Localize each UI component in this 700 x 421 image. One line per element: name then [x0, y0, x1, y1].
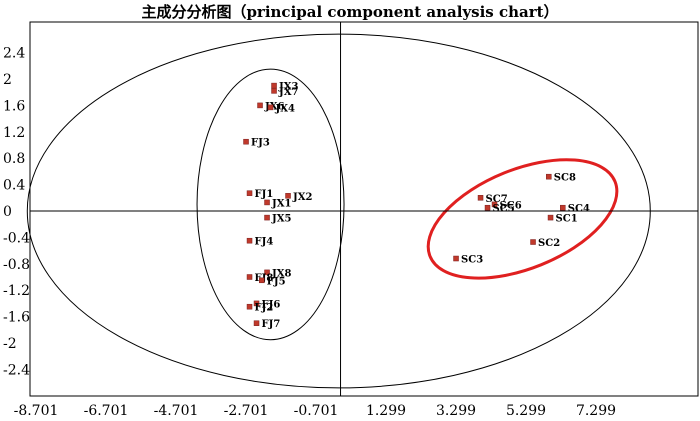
point-label-sc8: SC8: [554, 173, 576, 184]
data-point-fj3: [243, 138, 249, 145]
chart-title: 主成分分析图（principal component analysis char…: [141, 3, 558, 21]
data-point-fj4: [246, 237, 253, 244]
point-label-fj2: FJ2: [255, 303, 274, 314]
axis-layer: [30, 22, 698, 396]
data-point-sc1: [547, 214, 554, 221]
point-layer: JX3JX7JX6JX4FJ3FJ1JX2JX1JX5FJ4JX8FJ8FJ5F…: [243, 82, 590, 330]
data-point-fj6: [253, 300, 260, 307]
point-label-sc4: SC4: [568, 204, 590, 215]
x-tick-label: -6.701: [84, 403, 129, 419]
point-label-sc1: SC1: [556, 214, 578, 225]
x-tick-label: 1.299: [366, 403, 406, 419]
point-label-jx6: JX6: [264, 101, 284, 112]
data-point-jx2: [285, 193, 291, 199]
y-tick-label: -2.4: [3, 362, 30, 378]
data-point-sc2: [530, 239, 536, 245]
y-tick-label: -1.2: [3, 283, 30, 299]
point-label-fj5: FJ5: [267, 276, 286, 287]
data-point-sc4: [560, 204, 566, 211]
point-label-fj6: FJ6: [262, 299, 281, 310]
plot-frame: [29, 21, 699, 397]
x-tick-label: 5.299: [506, 403, 546, 419]
data-point-fj2: [246, 303, 253, 310]
data-point-fj1: [246, 190, 253, 196]
data-point-jx5: [264, 214, 270, 221]
point-label-fj7: FJ7: [262, 319, 281, 330]
y-tick-layer: 2.4 2 1.6 1.2 0.8 0.4 0 -0.4 -0.8 -1.2 -1.6 -2 -2.4: [3, 46, 30, 379]
x-tick-label: -0.701: [294, 403, 339, 419]
data-point-sc5: [484, 204, 491, 211]
y-tick-label: -0.4: [3, 230, 30, 246]
point-label-jx2: JX2: [292, 192, 312, 203]
y-tick-label: -1.6: [3, 310, 30, 326]
data-point-jx3: [271, 82, 277, 89]
point-label-sc3: SC3: [461, 255, 483, 266]
x-tick-label: 7.299: [576, 403, 616, 419]
y-tick-label: 0.4: [3, 178, 25, 194]
point-label-jx4: JX4: [275, 103, 295, 114]
x-tick-label: 3.299: [436, 403, 476, 419]
point-label-jx5: JX5: [271, 214, 291, 225]
point-label-sc6: SC6: [500, 200, 522, 211]
y-tick-label: -2: [3, 336, 17, 352]
y-tick-label: 0: [3, 204, 12, 220]
data-point-jx6: [257, 102, 263, 109]
y-tick-label: 1.6: [3, 98, 25, 114]
x-tick-layer: -8.701 -6.701 -4.701 -2.701 -0.701 1.299 3.299…: [14, 403, 616, 419]
data-point-sc6: [491, 201, 498, 208]
y-tick-label: 2.4: [3, 46, 25, 62]
point-label-jx7: JX7: [278, 87, 298, 98]
sc-group-ellipse: [426, 158, 619, 280]
data-point-jx1: [264, 199, 270, 206]
data-point-fj7: [253, 320, 260, 326]
x-tick-label: -2.701: [224, 403, 269, 419]
y-tick-label: 1.2: [3, 125, 25, 141]
point-label-sc7: SC7: [486, 194, 508, 205]
x-tick-label: -4.701: [154, 403, 199, 419]
data-point-fj5: [259, 277, 265, 284]
point-label-jx3: JX3: [278, 82, 298, 93]
data-point-jx7: [271, 88, 277, 94]
data-point-sc7: [477, 195, 484, 201]
point-label-jx1: JX1: [271, 198, 291, 209]
point-label-sc5: SC5: [493, 204, 515, 215]
y-tick-label: -0.8: [3, 257, 30, 273]
y-tick-label: 2: [3, 72, 12, 88]
data-point-jx8: [264, 269, 270, 276]
jx-fj-group-ellipse: [196, 68, 345, 341]
x-tick-label: -8.701: [14, 403, 59, 419]
point-label-fj4: FJ4: [255, 237, 274, 248]
data-point-fj8: [246, 274, 253, 280]
data-point-jx4: [267, 104, 274, 111]
data-point-sc3: [453, 255, 459, 262]
data-point-sc8: [546, 173, 552, 180]
point-label-fj1: FJ1: [255, 189, 274, 200]
point-label-fj3: FJ3: [251, 138, 270, 149]
y-tick-label: 0.8: [3, 151, 25, 167]
point-label-sc2: SC2: [538, 238, 560, 249]
point-label-jx8: JX8: [271, 268, 291, 279]
